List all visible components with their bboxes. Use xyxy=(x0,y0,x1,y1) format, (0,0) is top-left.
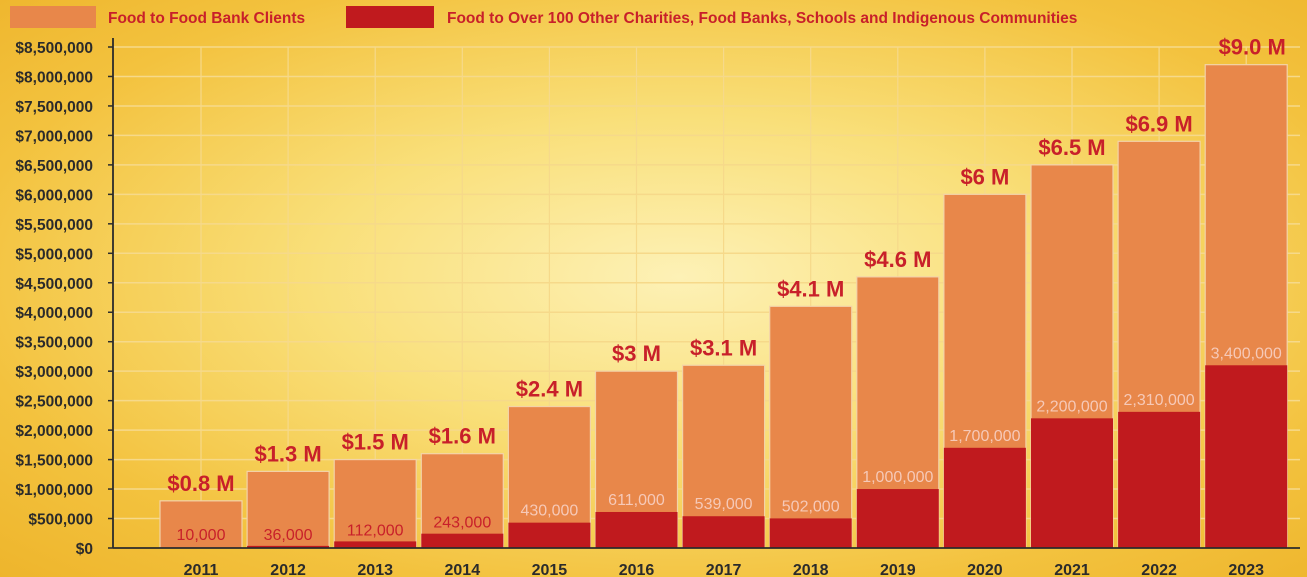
bar-other-charities xyxy=(1118,411,1201,548)
y-tick-label: $3,500,000 xyxy=(15,335,93,352)
inner-value-label: 2,310,000 xyxy=(1124,392,1195,409)
x-tick-label: 2012 xyxy=(270,562,306,577)
bar-food-bank-clients xyxy=(333,458,417,549)
total-value-label: $6 M xyxy=(960,164,1009,189)
x-tick-label: 2022 xyxy=(1141,562,1177,577)
y-tick-label: $7,500,000 xyxy=(15,99,93,116)
total-value-label: $3 M xyxy=(612,341,661,366)
x-tick-label: 2020 xyxy=(967,562,1003,577)
bar-other-charities xyxy=(682,516,765,548)
y-tick-label: $5,500,000 xyxy=(15,217,93,234)
y-tick-label: $0 xyxy=(76,541,93,558)
legend: Food to Food Bank Clients Food to Over 10… xyxy=(10,6,1077,28)
total-value-label: $6.5 M xyxy=(1038,135,1105,160)
y-tick-label: $4,500,000 xyxy=(15,276,93,293)
total-value-label: $4.1 M xyxy=(777,276,844,301)
inner-value-label: 36,000 xyxy=(264,527,313,544)
y-tick-label: $8,000,000 xyxy=(15,69,93,86)
inner-value-label: 1,000,000 xyxy=(862,469,933,486)
bar-food-bank-clients xyxy=(420,453,504,549)
bar-food-bank-clients xyxy=(159,500,243,549)
y-tick-label: $7,000,000 xyxy=(15,128,93,145)
bar-labels: $0.8 M 10,000 $1.3 M 36,000 $1.5 M 112,000 $1.… xyxy=(167,35,1285,544)
legend-swatch-food-bank-clients xyxy=(10,6,96,28)
bar-other-charities xyxy=(247,545,330,548)
y-tick-label: $2,000,000 xyxy=(15,423,93,440)
inner-value-label: 502,000 xyxy=(782,498,840,515)
bar-other-charities xyxy=(1205,365,1288,548)
y-tick-label: $3,000,000 xyxy=(15,364,93,381)
total-value-label: $1.6 M xyxy=(429,424,496,449)
bar-other-charities xyxy=(943,447,1026,548)
y-tick-label: $6,000,000 xyxy=(15,187,93,204)
bar-food-bank-clients xyxy=(246,470,330,549)
x-tick-label: 2023 xyxy=(1228,562,1264,577)
y-tick-label: $4,000,000 xyxy=(15,305,93,322)
y-tick-label: $6,500,000 xyxy=(15,158,93,175)
legend-label-food-bank-clients: Food to Food Bank Clients xyxy=(108,10,305,27)
inner-value-label: 611,000 xyxy=(608,492,665,509)
bar-other-charities xyxy=(508,522,591,548)
total-value-label: $1.5 M xyxy=(342,430,409,455)
x-tick-label: 2021 xyxy=(1054,562,1090,577)
x-tick-label: 2018 xyxy=(793,562,829,577)
inner-value-label: 112,000 xyxy=(347,522,404,539)
inner-value-label: 10,000 xyxy=(177,527,226,544)
legend-swatch-other-charities xyxy=(346,6,434,28)
x-tick-label: 2019 xyxy=(880,562,916,577)
x-tick-label: 2011 xyxy=(184,562,219,577)
total-value-label: $2.4 M xyxy=(516,377,583,402)
axes: $0 $500,000 $1,000,000 $1,500,000 $2,000,000… xyxy=(15,38,1300,577)
x-tick-label: 2016 xyxy=(619,562,655,577)
inner-value-label: 243,000 xyxy=(433,515,491,532)
y-tick-label: $1,000,000 xyxy=(15,482,93,499)
bar-other-charities xyxy=(595,511,678,548)
bar-other-charities xyxy=(334,541,417,548)
y-tick-label: $2,500,000 xyxy=(15,394,93,411)
total-value-label: $9.0 M xyxy=(1219,35,1286,60)
y-tick-label: $5,000,000 xyxy=(15,246,93,263)
inner-value-label: 430,000 xyxy=(520,503,578,520)
inner-value-label: 539,000 xyxy=(695,496,753,513)
bar-other-charities xyxy=(1031,418,1113,548)
x-tick-label: 2015 xyxy=(532,562,568,577)
legend-label-other-charities: Food to Over 100 Other Charities, Food B… xyxy=(447,10,1077,27)
total-value-label: $3.1 M xyxy=(690,335,757,360)
total-value-label: $1.3 M xyxy=(254,441,321,466)
y-tick-label: $500,000 xyxy=(28,512,93,529)
bar-other-charities xyxy=(421,533,504,548)
inner-value-label: 2,200,000 xyxy=(1036,398,1107,415)
y-tick-label: $1,500,000 xyxy=(15,453,93,470)
inner-bars xyxy=(160,365,1288,548)
bar-food-bank-clients xyxy=(769,305,853,549)
total-value-label: $4.6 M xyxy=(864,247,931,272)
inner-value-label: 1,700,000 xyxy=(949,428,1020,445)
total-value-label: $0.8 M xyxy=(167,471,234,496)
y-tick-label: $8,500,000 xyxy=(15,40,93,57)
total-value-label: $6.9 M xyxy=(1125,111,1192,136)
inner-value-label: 3,400,000 xyxy=(1211,345,1282,362)
x-tick-label: 2014 xyxy=(445,562,481,577)
x-tick-label: 2013 xyxy=(357,562,393,577)
bar-other-charities xyxy=(856,489,939,548)
x-tick-label: 2017 xyxy=(706,562,742,577)
bar-other-charities xyxy=(769,518,852,548)
